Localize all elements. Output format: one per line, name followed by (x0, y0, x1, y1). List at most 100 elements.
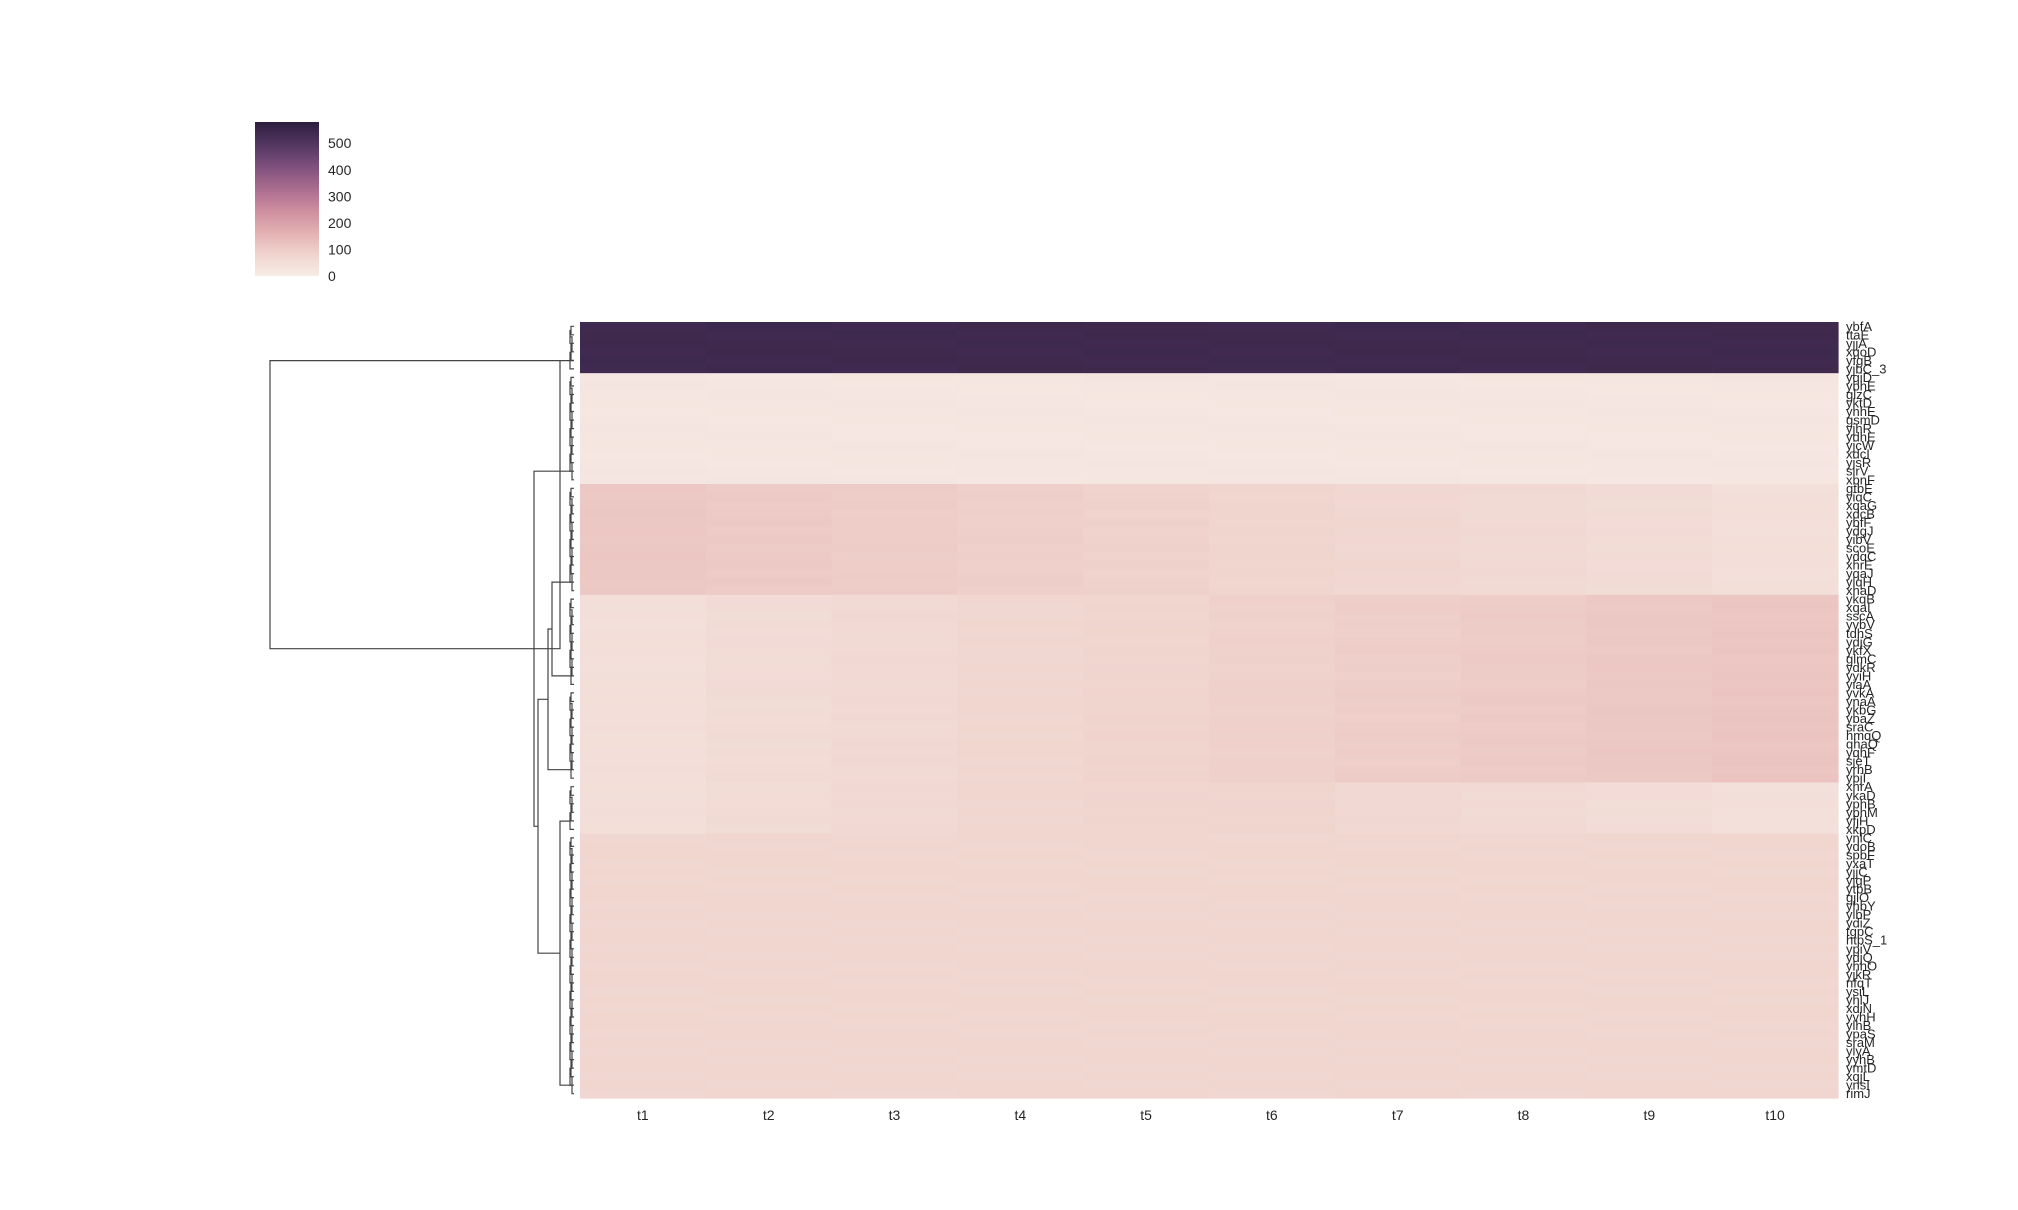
heatmap-cell (1712, 680, 1839, 690)
heatmap-cell (1712, 935, 1839, 946)
heatmap-cell (831, 475, 958, 485)
heatmap-cell (705, 680, 833, 690)
heatmap-cell (1209, 680, 1336, 690)
heatmap-cell (1083, 330, 1210, 340)
heatmap-cell (957, 910, 1084, 920)
heatmap-cell (1209, 458, 1336, 468)
heatmap-cell (705, 859, 833, 869)
heatmap-cell (1209, 833, 1336, 843)
heatmap-cell (957, 339, 1084, 349)
y-tick-label: yhlJ (1846, 992, 1869, 1007)
heatmap-cell (1209, 560, 1336, 570)
heatmap-cell (1460, 458, 1587, 468)
heatmap-cell (1209, 850, 1336, 860)
heatmap-cell (1586, 1021, 1713, 1031)
heatmap-cell (1460, 808, 1587, 818)
heatmap-cell (580, 330, 707, 340)
heatmap-cell (705, 722, 833, 732)
heatmap-cell (1712, 501, 1839, 511)
y-tick-label: yjkR (1846, 967, 1871, 982)
heatmap-cell (957, 1089, 1084, 1099)
heatmap-cell (1586, 867, 1713, 877)
heatmap-cell (705, 1038, 833, 1048)
heatmap-cell (1712, 663, 1839, 673)
heatmap-cell (1712, 637, 1839, 647)
heatmap-cell (1083, 1021, 1210, 1031)
heatmap-cell (957, 509, 1084, 519)
heatmap-cell (1712, 381, 1839, 391)
heatmap-cell (580, 884, 707, 894)
heatmap-cell (831, 722, 958, 732)
y-tick-label: yhbY (1846, 899, 1876, 914)
heatmap-cell (1712, 509, 1839, 519)
heatmap-cell (1334, 987, 1462, 997)
heatmap-cell (1712, 859, 1839, 869)
heatmap-cell (580, 714, 707, 724)
heatmap-cell (580, 859, 707, 869)
heatmap-cell (1460, 543, 1587, 553)
heatmap-cell (1334, 603, 1462, 613)
heatmap-cell (1334, 867, 1462, 877)
heatmap-cell (1083, 449, 1210, 460)
y-tick-label: tdhS (1846, 626, 1873, 641)
heatmap-cell (1334, 1029, 1462, 1039)
heatmap-cell (1209, 620, 1336, 630)
heatmap-cell (1586, 901, 1713, 911)
heatmap-cell (1083, 799, 1210, 809)
heatmap-cell (705, 773, 833, 784)
heatmap-cell (1460, 407, 1587, 417)
heatmap-cell (1586, 543, 1713, 553)
colorbar-tick-label: 0 (328, 268, 336, 284)
heatmap-cell (1586, 944, 1713, 954)
heatmap-cell (1209, 432, 1336, 442)
heatmap-cell (1209, 705, 1336, 715)
heatmap-cell (1460, 1072, 1587, 1082)
heatmap-cell (831, 543, 958, 553)
heatmap-cell (831, 322, 958, 332)
heatmap-cell (957, 697, 1084, 707)
heatmap-cell (957, 765, 1084, 775)
heatmap-cell (580, 1063, 707, 1074)
heatmap-cell (831, 330, 958, 340)
heatmap-cell (705, 978, 833, 988)
heatmap-cell (1209, 756, 1336, 767)
heatmap-cell (1209, 722, 1336, 732)
heatmap-cell (1209, 808, 1336, 818)
dendrogram-link (570, 325, 574, 336)
heatmap-cell (580, 364, 707, 374)
heatmap-cell (1334, 646, 1462, 656)
heatmap-cell (705, 484, 833, 494)
heatmap-cell (1712, 970, 1839, 980)
heatmap-cell (957, 953, 1084, 963)
heatmap-cell (705, 808, 833, 818)
heatmap-cell (580, 663, 707, 673)
heatmap-cell (1712, 705, 1839, 715)
heatmap-cell (1586, 1046, 1713, 1056)
heatmap-cell (1083, 901, 1210, 911)
heatmap-cell (1209, 893, 1336, 903)
heatmap-cell (1334, 466, 1462, 477)
heatmap-cell (1586, 1089, 1713, 1099)
heatmap-cell (1334, 415, 1462, 425)
heatmap-cell (580, 586, 707, 596)
heatmap-cell (705, 876, 833, 886)
heatmap-cell (1586, 646, 1713, 656)
heatmap-cell (1460, 501, 1587, 511)
colorbar-tick-label: 500 (328, 135, 352, 151)
heatmap-cell (705, 918, 833, 929)
heatmap-cell (831, 1038, 958, 1048)
heatmap-cell (957, 833, 1084, 843)
heatmap-cell (1334, 688, 1462, 698)
y-tick-label: ybfF (1846, 515, 1871, 530)
heatmap-cell (1334, 773, 1462, 784)
heatmap-cell (1586, 791, 1713, 801)
heatmap-cell (957, 970, 1084, 980)
heatmap-cell (1712, 1055, 1839, 1065)
heatmap-cell (1586, 373, 1713, 383)
heatmap-cell (1586, 799, 1713, 809)
heatmap-cell (705, 569, 833, 579)
heatmap-cell (1334, 407, 1462, 417)
heatmap-cell (1334, 1080, 1462, 1091)
heatmap-cell (1083, 603, 1210, 613)
y-tick-label: ylhB (1846, 1018, 1871, 1033)
